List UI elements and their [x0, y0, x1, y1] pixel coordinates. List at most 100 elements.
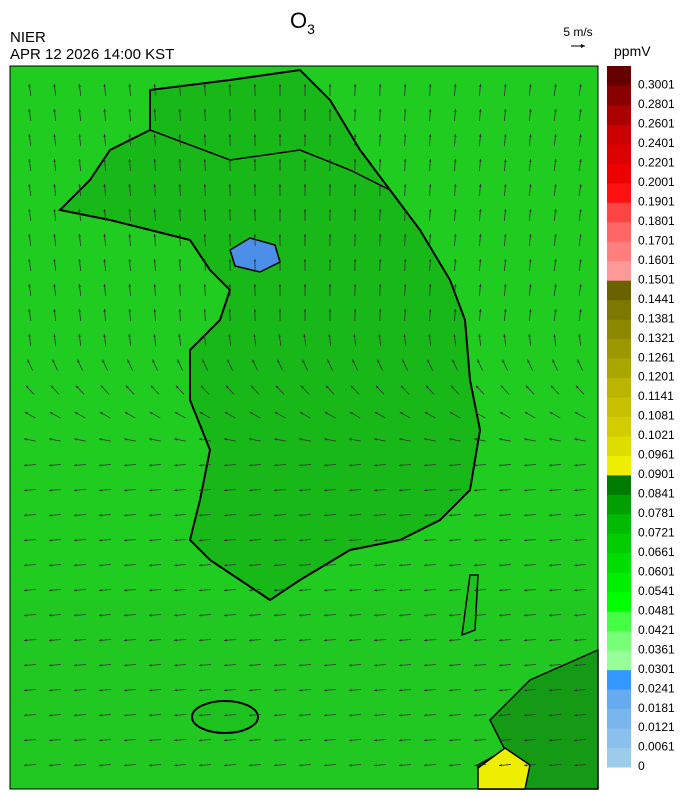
wind-arrowhead	[549, 613, 552, 617]
wind-arrowhead	[174, 463, 177, 467]
wind-arrowhead	[574, 738, 577, 742]
wind-arrowhead	[249, 638, 252, 642]
wind-arrowhead	[24, 763, 27, 767]
wind-arrowhead	[374, 713, 377, 717]
wind-arrowhead	[74, 412, 78, 415]
wind-arrowhead	[374, 463, 377, 467]
wind-arrowhead	[28, 309, 31, 312]
colorbar-swatch	[607, 416, 631, 437]
wind-arrowhead	[524, 763, 527, 767]
wind-arrowhead	[475, 385, 479, 389]
wind-arrowhead	[378, 159, 382, 162]
wind-arrowhead	[174, 638, 177, 642]
wind-arrowhead	[328, 84, 332, 87]
wind-arrowhead	[524, 463, 527, 467]
wind-arrowhead	[177, 359, 180, 363]
wind-arrowhead	[199, 663, 202, 667]
wind-arrowhead	[549, 663, 552, 667]
wind-arrowhead	[500, 385, 504, 389]
colorbar-label: 0.1321	[638, 331, 675, 345]
colorbar-label: 0	[638, 759, 645, 773]
wind-arrowhead	[549, 563, 552, 567]
wind-arrowhead	[579, 184, 582, 187]
wind-arrowhead	[153, 109, 157, 112]
wind-arrowhead	[178, 284, 182, 287]
colorbar-label: 0.0841	[638, 487, 675, 501]
colorbar-label: 0.1701	[638, 233, 675, 247]
wind-arrowhead	[424, 513, 427, 517]
wind-arrowhead	[49, 738, 52, 742]
wind-arrowhead	[449, 663, 452, 667]
colorbar-swatch	[607, 572, 631, 593]
wind-arrowhead	[249, 688, 252, 692]
wind-arrowhead	[529, 184, 532, 187]
colorbar-label: 0.2401	[638, 136, 675, 150]
wind-arrowhead	[102, 359, 105, 363]
wind-arrowhead	[99, 563, 102, 567]
wind-arrowhead	[224, 688, 227, 692]
wind-arrowhead	[103, 84, 106, 87]
wind-arrowhead	[249, 488, 252, 492]
wind-arrowhead	[574, 538, 577, 542]
wind-arrowhead	[49, 513, 52, 517]
wind-arrowhead	[324, 438, 328, 441]
map	[9, 65, 599, 790]
wind-arrowhead	[474, 563, 477, 567]
wind-arrowhead	[203, 109, 207, 112]
wind-arrowhead	[224, 488, 227, 492]
wind-arrowhead	[149, 463, 152, 467]
colorbar-label: 0.0241	[638, 681, 675, 695]
wind-arrowhead	[253, 84, 257, 87]
wind-arrowhead	[53, 284, 56, 287]
wind-arrowhead	[449, 738, 452, 742]
wind-arrowhead	[178, 259, 182, 262]
wind-arrowhead	[353, 184, 357, 187]
wind-arrowhead	[577, 359, 580, 363]
colorbar-swatch	[607, 474, 631, 495]
wind-arrowhead	[403, 159, 407, 162]
wind-arrowhead	[399, 513, 402, 517]
colorbar-swatch	[607, 143, 631, 164]
colorbar-swatch	[607, 397, 631, 417]
colorbar-swatch	[607, 435, 631, 456]
wind-arrowhead	[149, 412, 153, 415]
colorbar: 0 0.0061 0.0121 0.0181 0.0241 0.0301 0.0361 0.0…	[607, 66, 675, 773]
wind-arrowhead	[478, 334, 481, 337]
wind-arrowhead	[324, 613, 327, 617]
wind-arrowhead	[549, 588, 552, 592]
wind-arrowhead	[78, 334, 81, 337]
wind-arrowhead	[474, 488, 477, 492]
wind-arrowhead	[349, 488, 352, 492]
wind-arrowhead	[474, 738, 477, 742]
wind-arrowhead	[53, 109, 56, 112]
wind-arrowhead	[328, 234, 332, 237]
wind-arrowhead	[24, 488, 27, 492]
wind-arrowhead	[427, 359, 430, 363]
wind-arrowhead	[549, 513, 552, 517]
wind-arrowhead	[549, 438, 553, 441]
colorbar-label: 0.1381	[638, 311, 675, 325]
wind-arrowhead	[424, 488, 427, 492]
wind-arrowhead	[249, 613, 252, 617]
wind-arrowhead	[328, 284, 332, 287]
wind-arrowhead	[99, 412, 103, 415]
wind-arrowhead	[524, 588, 527, 592]
wind-arrowhead	[428, 134, 432, 137]
wind-arrowhead	[504, 234, 507, 237]
wind-arrowhead	[328, 134, 332, 137]
wind-arrowhead	[378, 284, 382, 287]
wind-arrowhead	[504, 84, 507, 87]
colorbar-label: 0.0181	[638, 701, 675, 715]
wind-arrowhead	[453, 259, 457, 262]
wind-arrowhead	[374, 613, 377, 617]
wind-arrowhead	[278, 309, 282, 312]
wind-arrowhead	[474, 638, 477, 642]
wind-arrowhead	[529, 284, 532, 287]
wind-arrowhead	[524, 563, 527, 567]
datetime: APR 12 2026 14:00 KST	[10, 46, 174, 63]
wind-arrowhead	[227, 359, 230, 363]
wind-arrowhead	[278, 159, 282, 162]
colorbar-swatch	[607, 124, 631, 145]
wind-arrowhead	[553, 334, 556, 337]
wind-arrowhead	[153, 159, 157, 162]
